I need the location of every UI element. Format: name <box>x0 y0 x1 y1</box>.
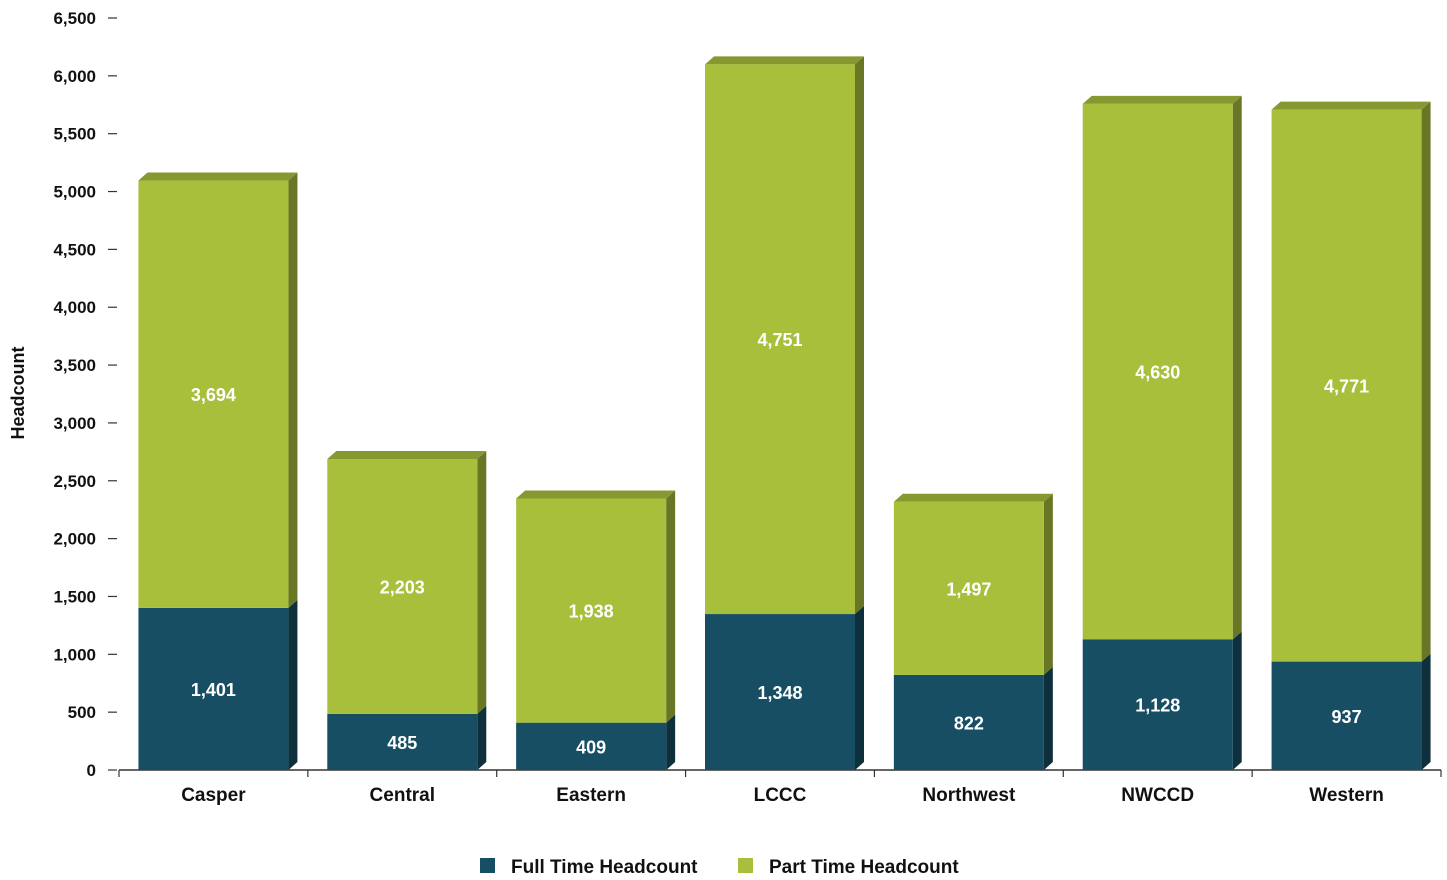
data-label: 4,630 <box>1135 363 1180 383</box>
legend-label: Part Time Headcount <box>769 857 959 878</box>
x-category-label: Northwest <box>922 785 1016 806</box>
y-axis: 0 500 1,000 1,500 2,000 2,500 3,000 3,500 4,000 4… <box>53 9 117 780</box>
bar-segment-part-time <box>893 493 1053 675</box>
x-category-label: Casper <box>181 785 246 806</box>
x-category-label: Central <box>370 785 435 806</box>
bar-segment-part-time <box>138 172 298 608</box>
bar-segment-part-time <box>1271 101 1431 662</box>
y-tick-label: 2,000 <box>53 530 96 549</box>
y-tick-label: 3,500 <box>53 356 96 375</box>
y-tick-label: 3,000 <box>53 414 96 433</box>
bar-segment-full-time <box>516 714 676 770</box>
bar-segment-part-time <box>705 56 864 615</box>
bar-segment-full-time <box>327 705 487 770</box>
legend-swatch <box>738 858 753 873</box>
y-tick-label: 6,500 <box>53 9 96 28</box>
x-category-label: LCCC <box>754 785 807 806</box>
data-label: 1,128 <box>1135 696 1180 716</box>
x-category-label: NWCCD <box>1121 785 1194 806</box>
x-category-label: Western <box>1309 785 1384 806</box>
data-label: 1,497 <box>946 579 991 599</box>
bar-segment-full-time <box>138 599 298 770</box>
data-label: 822 <box>954 713 984 733</box>
y-tick-label: 5,000 <box>53 183 96 202</box>
y-tick-label: 2,500 <box>53 472 96 491</box>
y-tick-label: 1,000 <box>53 645 96 664</box>
bar-segment-part-time <box>1082 95 1242 640</box>
bar-segment-full-time <box>705 606 864 770</box>
y-tick-label: 6,000 <box>53 67 96 86</box>
data-label: 4,751 <box>757 330 802 350</box>
y-tick-label: 5,500 <box>53 125 96 144</box>
data-label: 2,203 <box>380 577 425 597</box>
y-axis-title: Headcount <box>8 346 28 439</box>
y-tick-label: 4,000 <box>53 298 96 317</box>
legend-label: Full Time Headcount <box>511 857 698 878</box>
data-label: 1,938 <box>569 602 614 622</box>
x-category-label: Eastern <box>556 785 626 806</box>
data-labels: 1,401 3,694 485 2,203 409 1,938 1,348 4,751 822 1… <box>191 330 1369 757</box>
data-label: 1,401 <box>191 680 236 700</box>
bars <box>138 56 1431 770</box>
y-tick-label: 1,500 <box>53 587 96 606</box>
data-label: 937 <box>1332 707 1362 727</box>
bar-segment-part-time <box>516 490 676 723</box>
data-label: 485 <box>387 733 417 753</box>
data-label: 3,694 <box>191 385 236 405</box>
y-tick-label: 0 <box>87 761 96 780</box>
legend: Full Time Headcount Part Time Headcount <box>480 857 959 878</box>
bar-segment-full-time <box>1082 631 1242 770</box>
bar-segment-full-time <box>1271 653 1431 770</box>
data-label: 4,771 <box>1324 377 1369 397</box>
data-label: 409 <box>576 737 606 757</box>
bar-segment-full-time <box>893 666 1053 770</box>
x-axis: Casper Central Eastern LCCC Northwest NWCCD We… <box>118 769 1442 806</box>
y-tick-label: 4,500 <box>53 240 96 259</box>
legend-swatch <box>480 858 495 873</box>
bar-segment-part-time <box>327 451 487 714</box>
y-tick-label: 500 <box>68 703 96 722</box>
data-label: 1,348 <box>757 683 802 703</box>
